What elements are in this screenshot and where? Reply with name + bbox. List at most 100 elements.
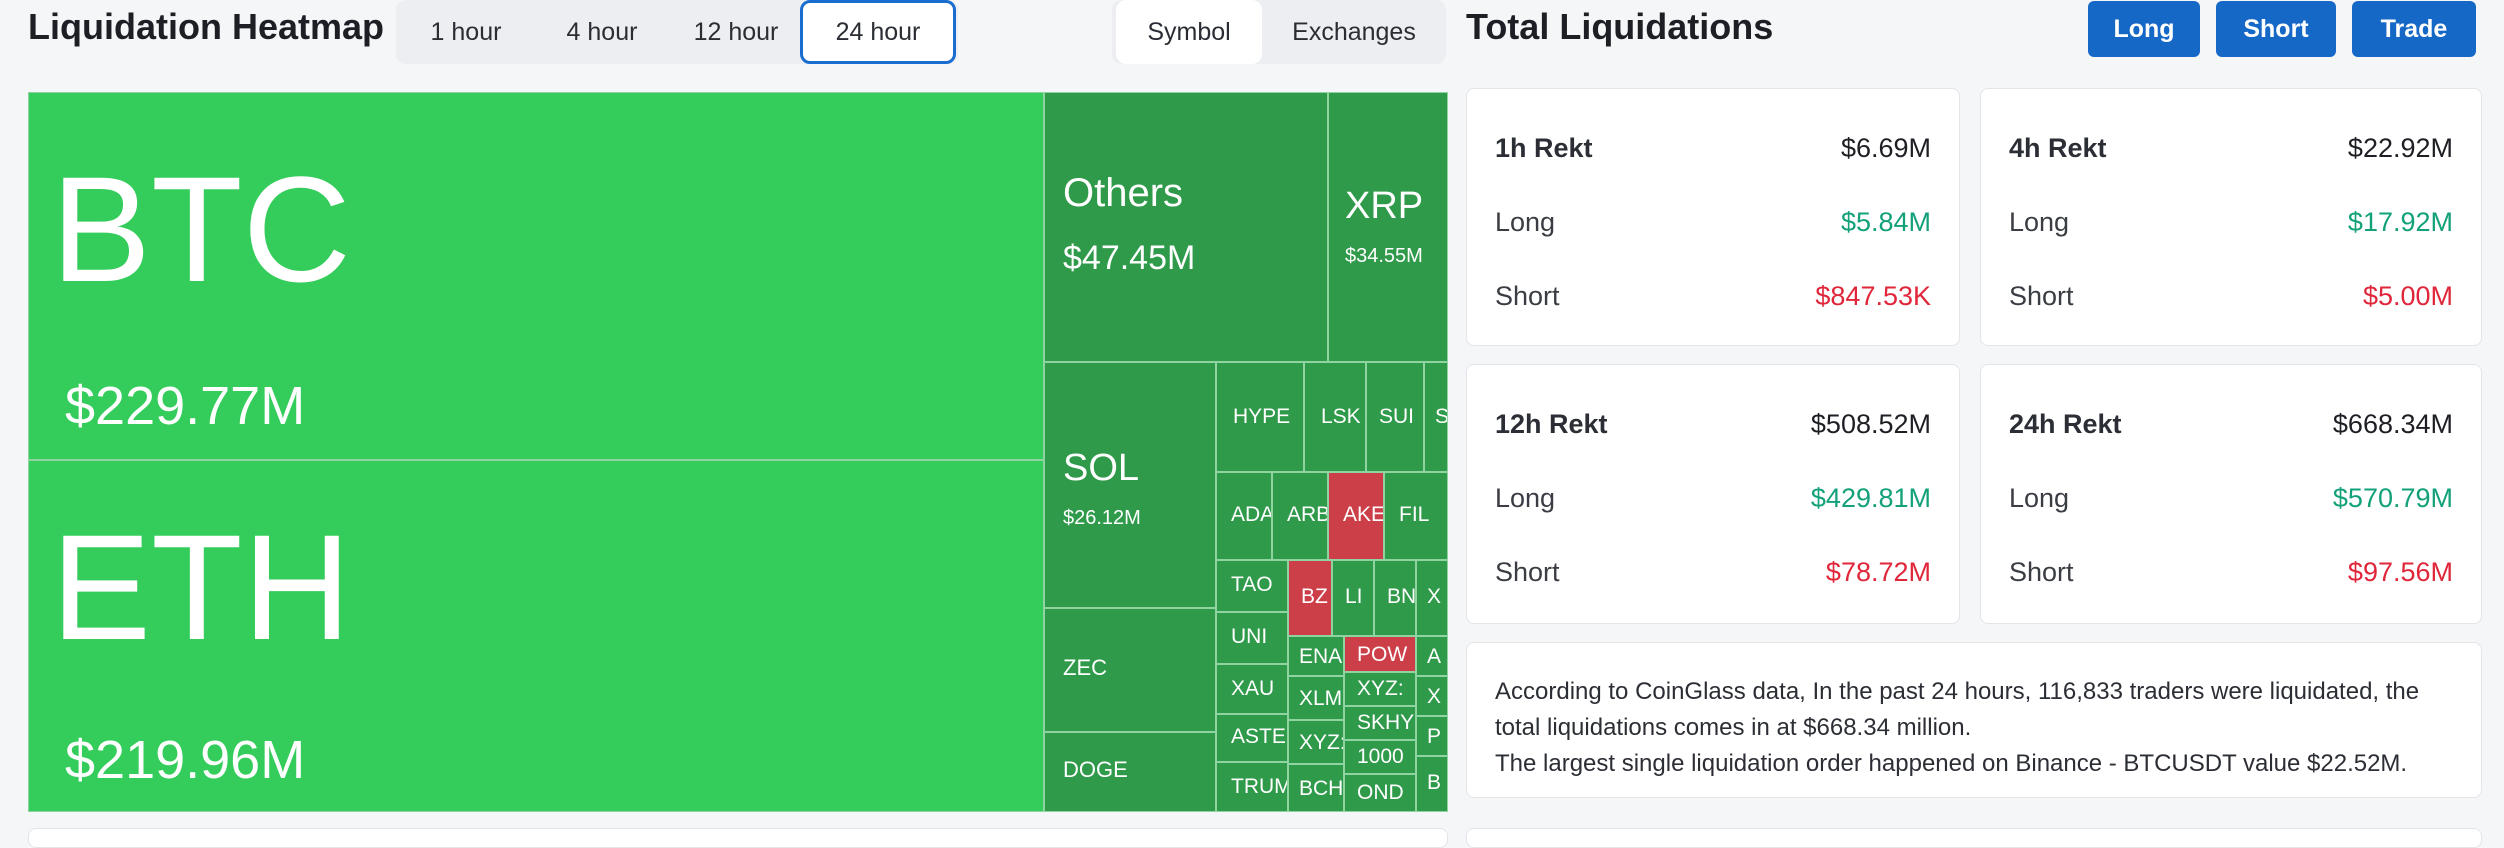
short-label: Short bbox=[1495, 281, 1560, 311]
short-value: $5.00M bbox=[2362, 281, 2453, 311]
tile-symbol: OND bbox=[1357, 781, 1404, 804]
tile-pow[interactable]: POW bbox=[1344, 636, 1416, 672]
stat-head: 24h Rekt bbox=[2009, 409, 2122, 439]
short-label: Short bbox=[1495, 557, 1560, 587]
tile-ake[interactable]: AKE bbox=[1328, 472, 1384, 560]
tile-symbol: XAU bbox=[1231, 677, 1275, 700]
stat-total: $508.52M bbox=[1810, 409, 1931, 439]
tab-24-hour[interactable]: 24 hour bbox=[800, 0, 956, 64]
short-button[interactable]: Short bbox=[2216, 1, 2336, 57]
long-value: $429.81M bbox=[1810, 483, 1931, 513]
tile-symbol: SKHY bbox=[1357, 711, 1415, 734]
tile-li[interactable]: LI bbox=[1332, 560, 1374, 636]
view-tabs: Symbol Exchanges bbox=[1112, 0, 1446, 64]
summary-line-2: total liquidations comes in at $668.34 m… bbox=[1495, 714, 1972, 741]
tile-bn[interactable]: BN bbox=[1374, 560, 1416, 636]
tile-a[interactable]: A bbox=[1416, 636, 1448, 676]
tile-aster[interactable]: ASTER bbox=[1216, 714, 1288, 762]
tile-symbol: XRP bbox=[1345, 185, 1424, 227]
stat-total: $6.69M bbox=[1840, 133, 1931, 163]
tile-xau[interactable]: XAU bbox=[1216, 664, 1288, 714]
tile-xyz-1[interactable]: XYZ: bbox=[1344, 672, 1416, 706]
tile-xlm[interactable]: XLM bbox=[1288, 676, 1344, 720]
tile-lsk[interactable]: LSK bbox=[1304, 362, 1366, 472]
tile-symbol: XYZ: bbox=[1357, 677, 1404, 700]
tile-p[interactable]: P bbox=[1416, 716, 1448, 756]
tile-value: $34.55M bbox=[1345, 245, 1423, 267]
tile-bch[interactable]: BCH bbox=[1288, 764, 1344, 812]
tile-x-2[interactable]: X bbox=[1416, 676, 1448, 716]
bottom-panel-left bbox=[28, 828, 1448, 848]
short-value: $847.53K bbox=[1815, 281, 1931, 311]
long-button[interactable]: Long bbox=[2088, 1, 2200, 57]
tile-xrp[interactable]: XRP $34.55M bbox=[1328, 92, 1448, 362]
tab-12-hour[interactable]: 12 hour bbox=[693, 17, 779, 46]
tile-value: $219.96M bbox=[65, 730, 306, 790]
tile-symbol: POW bbox=[1357, 643, 1408, 666]
summary-line-3: The largest single liquidation order hap… bbox=[1495, 750, 2408, 777]
stat-card-24h: 24h Rekt $668.34M Long $570.79M Short $97.5… bbox=[1980, 364, 2482, 624]
stat-total: $668.34M bbox=[2332, 409, 2453, 439]
tile-sol[interactable]: SOL $26.12M bbox=[1044, 362, 1216, 608]
tile-symbol: UNI bbox=[1231, 625, 1268, 648]
tile-ond[interactable]: OND bbox=[1344, 774, 1416, 812]
tile-symbol: ADA bbox=[1231, 503, 1272, 526]
long-label: Long bbox=[2009, 207, 2070, 237]
tile-symbol: ZEC bbox=[1063, 655, 1107, 680]
total-liquidations-title: Total Liquidations bbox=[1466, 6, 1774, 47]
tile-trump[interactable]: TRUMP bbox=[1216, 762, 1288, 812]
tile-b[interactable]: B bbox=[1416, 756, 1448, 812]
stat-head: 12h Rekt bbox=[1495, 409, 1608, 439]
tile-value: $229.77M bbox=[65, 376, 306, 436]
tile-symbol: ENA bbox=[1299, 645, 1343, 668]
tile-btc[interactable]: BTC $229.77M bbox=[28, 92, 1044, 460]
tile-fil[interactable]: FIL bbox=[1384, 472, 1448, 560]
tile-symbol: FIL bbox=[1399, 503, 1430, 526]
tile-hype[interactable]: HYPE bbox=[1216, 362, 1304, 472]
tile-bz[interactable]: BZ bbox=[1288, 560, 1332, 636]
liquidation-treemap: BTC $229.77M ETH $219.96M Others $47.45M… bbox=[28, 92, 1448, 812]
tile-symbol: TAO bbox=[1231, 573, 1273, 596]
tile-symbol: 1000 bbox=[1357, 745, 1404, 768]
tab-exchanges[interactable]: Exchanges bbox=[1292, 17, 1416, 46]
tile-symbol: A bbox=[1427, 645, 1442, 668]
tile-ena[interactable]: ENA bbox=[1288, 636, 1344, 676]
tile-1000[interactable]: 1000 bbox=[1344, 740, 1416, 774]
liquidation-summary: According to CoinGlass data, In the past… bbox=[1466, 642, 2482, 798]
tile-symbol: XLM bbox=[1299, 687, 1343, 710]
tile-value: $26.12M bbox=[1063, 507, 1141, 529]
stat-head: 4h Rekt bbox=[2009, 133, 2107, 163]
tile-symbol: LSK bbox=[1321, 405, 1361, 428]
tile-symbol: HYPE bbox=[1233, 405, 1291, 428]
tile-others[interactable]: Others $47.45M bbox=[1044, 92, 1328, 362]
long-label: Long bbox=[1495, 207, 1556, 237]
tile-sui[interactable]: SUI bbox=[1366, 362, 1424, 472]
tile-symbol: ARB bbox=[1287, 503, 1328, 526]
tile-xyz-2[interactable]: XYZ: bbox=[1288, 720, 1344, 764]
tab-1-hour[interactable]: 1 hour bbox=[430, 17, 502, 46]
tile-tao[interactable]: TAO bbox=[1216, 560, 1288, 612]
tile-uni[interactable]: UNI bbox=[1216, 612, 1288, 664]
tile-skhy[interactable]: SKHY bbox=[1344, 706, 1416, 740]
stat-head: 1h Rekt bbox=[1495, 133, 1593, 163]
tile-zec[interactable]: ZEC bbox=[1044, 608, 1216, 732]
tile-doge[interactable]: DOGE bbox=[1044, 732, 1216, 812]
tile-symbol: TRUMP bbox=[1231, 775, 1287, 798]
heatmap-title: Liquidation Heatmap bbox=[28, 6, 385, 47]
short-value: $97.56M bbox=[2347, 557, 2453, 587]
stat-total: $22.92M bbox=[2347, 133, 2453, 163]
trade-button[interactable]: Trade bbox=[2352, 1, 2476, 57]
summary-line-1: According to CoinGlass data, In the past… bbox=[1495, 678, 2420, 705]
tab-4-hour[interactable]: 4 hour bbox=[566, 17, 638, 46]
long-label: Long bbox=[1495, 483, 1556, 513]
tile-ada[interactable]: ADA bbox=[1216, 472, 1272, 560]
tile-x[interactable]: X bbox=[1416, 560, 1448, 636]
tile-arb[interactable]: ARB bbox=[1272, 472, 1328, 560]
tile-eth[interactable]: ETH $219.96M bbox=[28, 460, 1044, 812]
tile-symbol: P bbox=[1427, 725, 1442, 748]
stat-card-4h: 4h Rekt $22.92M Long $17.92M Short $5.00M bbox=[1980, 88, 2482, 346]
tab-symbol[interactable]: Symbol bbox=[1116, 0, 1262, 64]
short-label: Short bbox=[2009, 281, 2074, 311]
stat-card-1h: 1h Rekt $6.69M Long $5.84M Short $847.53K bbox=[1466, 88, 1960, 346]
tile-s[interactable]: S bbox=[1424, 362, 1448, 472]
